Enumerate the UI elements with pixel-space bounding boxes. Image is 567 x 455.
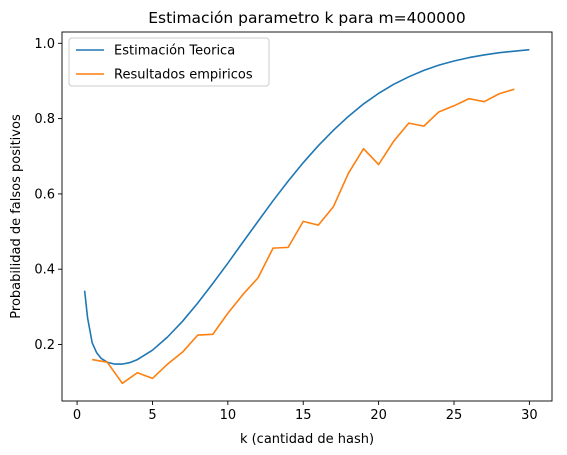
x-tick-label: 20 — [370, 408, 387, 423]
y-tick-label: 0.8 — [34, 112, 55, 127]
legend-entry: Resultados empiricos — [114, 68, 253, 83]
legend: Estimación Teorica Resultados empiricos — [68, 37, 270, 87]
y-axis-label: Probabilidad de falsos positivos — [9, 114, 24, 319]
series-line-2 — [92, 88, 515, 385]
x-tick-label: 30 — [521, 408, 538, 423]
y-tick-label: 1.0 — [34, 37, 55, 52]
y-tick-label: 0.2 — [34, 338, 55, 353]
x-tick-label: 15 — [295, 408, 312, 423]
legend-entry: Estimación Teorica — [114, 44, 235, 59]
y-tick-label: 0.4 — [34, 263, 55, 278]
x-tick-label: 10 — [220, 408, 237, 423]
x-tick-label: 5 — [148, 408, 156, 423]
plot-area — [61, 31, 553, 402]
legend-box — [68, 37, 270, 87]
y-tick-label: 0.6 — [34, 187, 55, 202]
chart-title: Estimación parametro k para m=400000 — [148, 9, 466, 27]
x-tick-label: 0 — [73, 408, 81, 423]
x-axis-label: k (cantidad de hash) — [240, 432, 374, 447]
axis-ticks: 0 5 10 15 20 25 30 0.2 0.4 0.6 0.8 1.0 — [34, 37, 537, 423]
series-lines — [83, 48, 530, 385]
x-tick-label: 25 — [446, 408, 463, 423]
series-line-1 — [83, 48, 530, 365]
